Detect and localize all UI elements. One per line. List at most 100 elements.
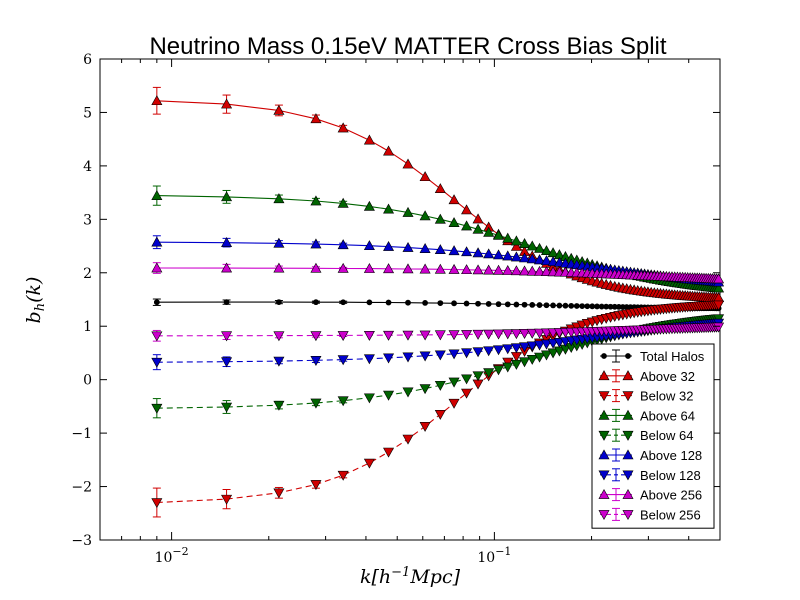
data-point xyxy=(383,447,395,458)
data-point xyxy=(273,262,285,273)
data-point xyxy=(526,341,538,352)
chart-title: Neutrino Mass 0.15eV MATTER Cross Bias S… xyxy=(149,33,666,60)
data-point xyxy=(472,347,484,358)
data-point xyxy=(151,331,163,342)
legend-box xyxy=(591,343,715,529)
data-point xyxy=(223,299,230,306)
data-point xyxy=(622,510,634,521)
data-point xyxy=(493,345,505,356)
data-point xyxy=(405,299,411,306)
data-point xyxy=(534,254,546,265)
data-point xyxy=(383,330,395,341)
data-point xyxy=(337,239,349,250)
data-point xyxy=(221,262,233,273)
data-point xyxy=(543,302,550,309)
data-point xyxy=(151,236,163,247)
data-point xyxy=(151,403,163,414)
data-point xyxy=(540,328,552,339)
data-point xyxy=(363,458,375,469)
data-point xyxy=(402,158,414,169)
data-point xyxy=(598,510,610,521)
data-point xyxy=(526,240,538,251)
data-point xyxy=(483,248,495,259)
legend-label: Below 32 xyxy=(640,389,693,404)
data-point xyxy=(526,328,538,339)
data-point xyxy=(510,343,522,354)
data-point xyxy=(448,398,460,409)
data-point xyxy=(448,245,460,256)
data-point xyxy=(363,134,375,145)
data-point xyxy=(550,302,556,309)
y-tick-label: −1 xyxy=(71,426,92,442)
data-point xyxy=(221,494,233,505)
data-point xyxy=(579,303,586,309)
data-point xyxy=(536,302,543,308)
data-point xyxy=(337,197,349,208)
data-point xyxy=(483,346,495,357)
data-point xyxy=(273,237,285,248)
data-point xyxy=(461,204,473,215)
data-point xyxy=(383,145,395,156)
data-point xyxy=(434,183,446,194)
data-point xyxy=(461,388,473,399)
legend-label: Total Halos xyxy=(640,349,705,364)
data-point xyxy=(402,241,414,252)
data-point xyxy=(337,470,349,481)
data-point xyxy=(713,273,725,284)
data-point xyxy=(363,240,375,251)
data-point xyxy=(383,203,395,214)
data-point xyxy=(713,322,725,333)
data-point xyxy=(540,266,552,277)
data-point xyxy=(601,353,607,359)
legend-label: Above 64 xyxy=(640,408,695,423)
data-point xyxy=(434,330,446,341)
data-point xyxy=(221,331,233,342)
legend: Total Halos Above 32 Below 32 Above 64 Below… xyxy=(591,343,715,529)
data-point xyxy=(419,351,431,362)
data-point xyxy=(461,246,473,257)
x-tick-label: 10−2 xyxy=(155,545,189,566)
data-point xyxy=(510,329,522,340)
data-point xyxy=(337,355,349,366)
data-point xyxy=(472,247,484,258)
data-point xyxy=(437,300,444,307)
data-point xyxy=(383,263,395,274)
data-point xyxy=(534,328,546,339)
data-point xyxy=(463,300,470,307)
data-point xyxy=(383,240,395,251)
y-axis-label: bh(k) xyxy=(23,277,48,324)
data-point xyxy=(502,357,514,368)
data-point xyxy=(419,330,431,341)
data-point xyxy=(598,449,610,460)
legend-label: Above 128 xyxy=(640,448,702,463)
data-point xyxy=(526,253,538,264)
data-point xyxy=(625,353,631,359)
data-point xyxy=(493,229,505,240)
data-point xyxy=(310,113,322,124)
data-point xyxy=(598,470,610,481)
data-point xyxy=(510,251,522,262)
data-point xyxy=(526,265,538,276)
data-point xyxy=(402,206,414,217)
data-point xyxy=(622,488,634,499)
data-point xyxy=(589,303,596,310)
data-point xyxy=(434,410,446,420)
data-point xyxy=(598,370,610,381)
data-point xyxy=(472,223,484,234)
data-point xyxy=(363,263,375,273)
data-point xyxy=(434,263,446,274)
data-point xyxy=(493,329,505,340)
data-point xyxy=(495,301,502,308)
data-point xyxy=(385,299,392,306)
data-point xyxy=(540,255,552,266)
data-point xyxy=(475,300,481,307)
data-point xyxy=(622,409,634,420)
data-point xyxy=(434,350,446,361)
legend-entry: Total Halos xyxy=(600,349,705,364)
data-point xyxy=(434,380,446,391)
data-point xyxy=(461,330,473,341)
data-point xyxy=(540,350,552,361)
data-point xyxy=(151,498,163,509)
data-point xyxy=(519,329,531,339)
